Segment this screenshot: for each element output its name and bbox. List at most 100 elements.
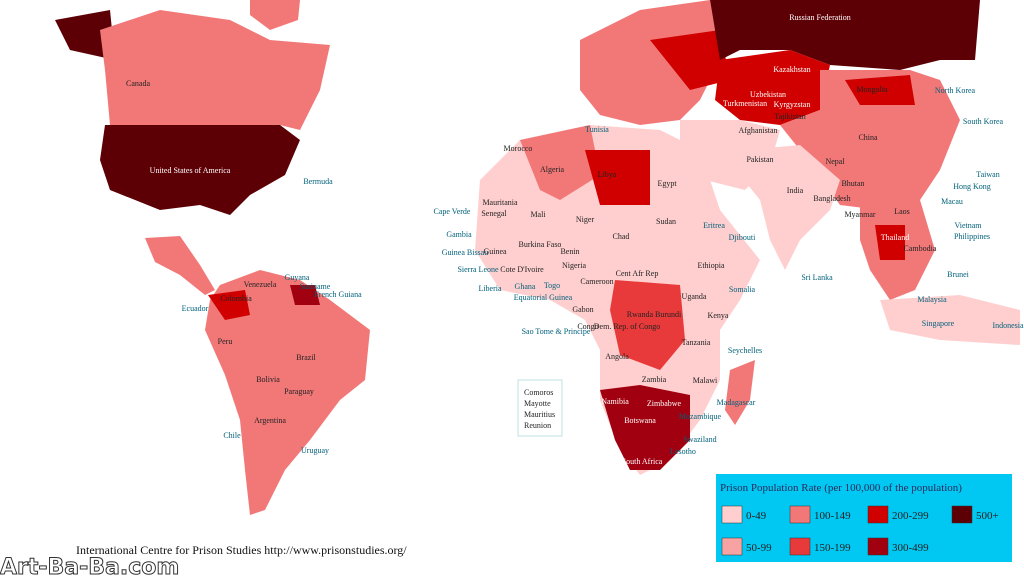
country-label: Pakistan: [746, 155, 773, 164]
land: [55, 10, 115, 60]
legend-title: Prison Population Rate (per 100,000 of t…: [720, 482, 962, 494]
credit: International Centre for Prison Studies …: [76, 543, 407, 557]
country-label: Lesotho: [670, 447, 696, 456]
country-label: Uganda: [682, 292, 707, 301]
country-label: Chad: [613, 232, 630, 241]
country-label: United States of America: [150, 166, 231, 175]
country-label: Russian Federation: [789, 13, 851, 22]
country-label: Peru: [218, 337, 233, 346]
country-label: Namibia: [601, 397, 629, 406]
land: [208, 290, 250, 320]
country-label: Colombia: [220, 294, 252, 303]
country-label: Cape Verde: [434, 207, 471, 216]
country-label: Canada: [126, 79, 150, 88]
country-label: Taiwan: [976, 170, 999, 179]
land: [845, 75, 915, 105]
country-label: Argentina: [254, 416, 286, 425]
land: [580, 0, 720, 125]
country-label: French Guiana: [314, 290, 362, 299]
country-label: Djibouti: [729, 233, 756, 242]
country-label: Kenya: [708, 311, 729, 320]
country-label: Indonesia: [992, 321, 1024, 330]
country-label: Mozambique: [679, 412, 722, 421]
country-label: Sierra Leone: [457, 265, 499, 274]
land: [740, 145, 840, 270]
country-label: Gabon: [572, 305, 593, 314]
country-label: Seychelles: [728, 346, 762, 355]
country-label: Senegal: [481, 209, 507, 218]
country-label: Ecuador: [182, 304, 209, 313]
land: [290, 285, 320, 305]
country-label: North Korea: [935, 86, 976, 95]
legend-swatch: [721, 505, 743, 524]
country-label: Bolivia: [256, 375, 280, 384]
country-label: Malawi: [693, 376, 718, 385]
legend-swatch: [867, 537, 889, 556]
country-label: Sao Tome & Principe: [522, 327, 591, 336]
country-label: Malaysia: [917, 295, 947, 304]
country-label: Cote D'Ivoire: [500, 265, 544, 274]
country-label: Ethiopia: [697, 261, 725, 270]
country-label: Botswana: [624, 416, 656, 425]
country-label: Libya: [598, 170, 617, 179]
island-label: Mayotte: [524, 399, 551, 408]
country-label: South Korea: [963, 117, 1004, 126]
country-label: Afghanistan: [738, 126, 777, 135]
country-label: Cent Afr Rep: [616, 269, 659, 278]
country-label: Egypt: [657, 179, 677, 188]
country-label: Benin: [560, 247, 579, 256]
country-label: Nigeria: [562, 261, 586, 270]
watermark: Art-Ba-Ba.com: [0, 555, 179, 576]
country-label: Venezuela: [244, 280, 277, 289]
country-label: Eritrea: [703, 221, 725, 230]
country-label: Dem. Rep. of Congo: [594, 322, 660, 331]
land: [875, 225, 905, 260]
country-label: Equatorial Guinea: [514, 293, 573, 302]
country-label: Congo: [577, 322, 598, 331]
country-label: Turkmenistan: [723, 99, 767, 108]
country-label: Guinea: [483, 247, 507, 256]
legend-swatch: [867, 505, 889, 524]
country-label: Kazakhstan: [773, 65, 810, 74]
country-label: Cambodia: [904, 244, 937, 253]
country-label: Chile: [223, 431, 241, 440]
country-label: Tajikistan: [774, 112, 805, 121]
country-label: Mali: [530, 210, 546, 219]
country-label: Mongolia: [856, 85, 888, 94]
country-label: Vietnam: [954, 221, 982, 230]
land: [145, 236, 215, 295]
country-label: Zimbabwe: [647, 399, 682, 408]
land: [250, 0, 300, 30]
country-label: Somalia: [729, 285, 756, 294]
country-label: Guinea Bissau: [442, 248, 488, 257]
country-label: Liberia: [478, 284, 502, 293]
land: [585, 150, 650, 205]
country-label: Sudan: [656, 217, 676, 226]
country-label: Niger: [576, 215, 595, 224]
legend-label: 200-299: [892, 510, 929, 522]
island-box: [517, 379, 563, 437]
country-label: Uruguay: [301, 446, 329, 455]
legend-label: 50-99: [746, 542, 772, 554]
country-label: Brunei: [947, 270, 970, 279]
legend-swatch: [789, 505, 811, 524]
island-label: Comoros: [524, 388, 553, 397]
country-label: South Africa: [622, 457, 663, 466]
island-label: Mauritius: [524, 410, 555, 419]
country-label: Tanzania: [682, 338, 711, 347]
land: [880, 295, 1020, 345]
country-label: Ghana: [515, 282, 536, 291]
country-label: Sri Lanka: [801, 273, 833, 282]
country-label: Cameroon: [580, 277, 613, 286]
land: [600, 385, 690, 470]
country-label: Kyrgyzstan: [774, 100, 811, 109]
country-label: Swaziland: [683, 435, 716, 444]
country-label: Uzbekistan: [750, 90, 786, 99]
legend-label: 100-149: [814, 510, 851, 522]
land: [610, 280, 685, 370]
country-label: Nepal: [825, 157, 845, 166]
country-label: Madagascar: [717, 398, 756, 407]
legend-swatch: [721, 537, 743, 556]
country-label: Bangladesh: [813, 194, 850, 203]
